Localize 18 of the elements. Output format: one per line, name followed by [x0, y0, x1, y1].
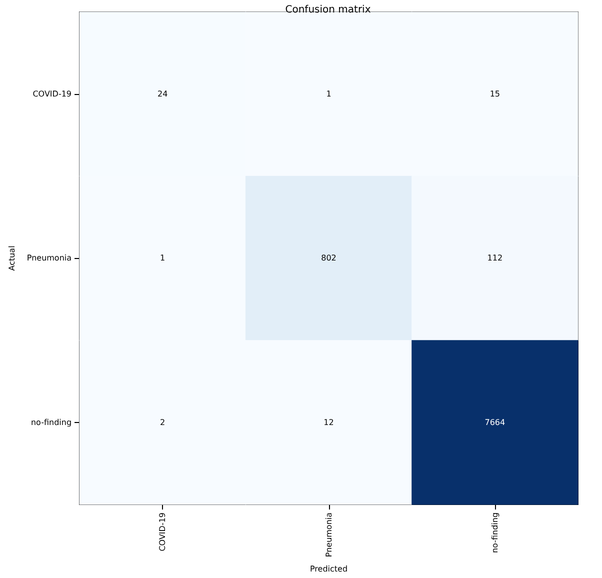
chart-title: Confusion matrix [285, 4, 371, 16]
data-label: 24 [158, 90, 168, 99]
data-label: 2 [160, 418, 166, 427]
y-tick-label: COVID-19 [32, 90, 72, 99]
x-tick-label: Pneumonia [324, 512, 334, 558]
y-tick-label: Pneumonia [26, 254, 72, 263]
data-label: 7664 [484, 418, 506, 427]
x-tick-label: COVID-19 [158, 512, 168, 552]
data-label: 802 [321, 254, 336, 263]
data-label: 112 [487, 254, 503, 263]
data-label: 12 [324, 418, 334, 427]
x-axis-title: Predicted [310, 564, 348, 574]
data-label: 15 [490, 90, 500, 99]
data-label: 1 [160, 254, 166, 263]
y-tick-label: no-finding [30, 418, 72, 427]
x-tick-label: no-finding [490, 512, 500, 554]
y-axis-title: Actual [8, 246, 16, 271]
data-label: 1 [326, 90, 332, 99]
